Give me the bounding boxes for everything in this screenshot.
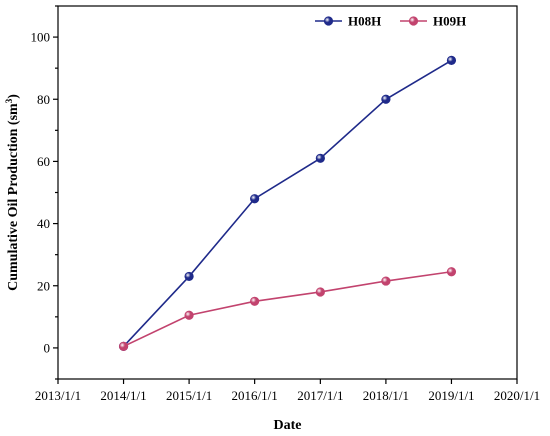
series-line-h08h <box>122 59 452 347</box>
data-point-h09h <box>446 267 457 277</box>
series-line-h09h <box>123 270 452 348</box>
y-axis-title-superscript: 3 <box>4 98 14 103</box>
x-tick-label: 2014/1/1 <box>100 388 146 403</box>
legend: H08H H09H <box>315 14 466 29</box>
legend-label: H08H <box>348 14 381 29</box>
x-axis-title: Date <box>274 418 302 433</box>
y-tick-label: 20 <box>37 278 50 293</box>
data-point-h08h <box>381 94 391 104</box>
series-layer <box>118 55 457 351</box>
y-tick-label: 40 <box>37 216 50 231</box>
legend-swatch-marker <box>323 16 334 26</box>
data-point-h09h <box>381 276 391 286</box>
legend-swatch-marker <box>408 16 419 26</box>
y-axis: 0 20 40 60 80 100 <box>31 5 58 380</box>
data-point-h09h <box>118 341 129 351</box>
data-point-h09h <box>250 296 260 306</box>
y-axis-title: Cumulative Oil Production (sm3) <box>4 94 21 291</box>
y-axis-title-close: ) <box>6 94 21 99</box>
x-axis: 2013/1/1 2014/1/1 2015/1/1 2016/1/1 2017/1/1… <box>35 379 540 403</box>
x-tick-label: 2013/1/1 <box>35 388 81 403</box>
y-tick-label: 0 <box>44 340 51 355</box>
data-point-h09h <box>315 287 325 297</box>
x-tick-label: 2018/1/1 <box>363 388 409 403</box>
y-tick-label: 60 <box>37 154 50 169</box>
y-tick-label: 80 <box>37 92 50 107</box>
legend-label: H09H <box>433 14 466 29</box>
data-point-h08h <box>446 55 457 65</box>
x-tick-label: 2017/1/1 <box>297 388 343 403</box>
x-tick-label: 2020/1/1 <box>494 388 540 403</box>
y-tick-label: 100 <box>31 30 51 45</box>
x-tick-label: 2015/1/1 <box>166 388 212 403</box>
x-tick-label: 2016/1/1 <box>232 388 278 403</box>
y-axis-title-main: Cumulative Oil Production (sm <box>6 103 21 291</box>
data-point-h08h <box>315 153 325 163</box>
data-point-h08h <box>184 271 194 282</box>
data-point-h09h <box>184 310 194 320</box>
data-point-h08h <box>250 194 260 204</box>
x-tick-label: 2019/1/1 <box>428 388 474 403</box>
